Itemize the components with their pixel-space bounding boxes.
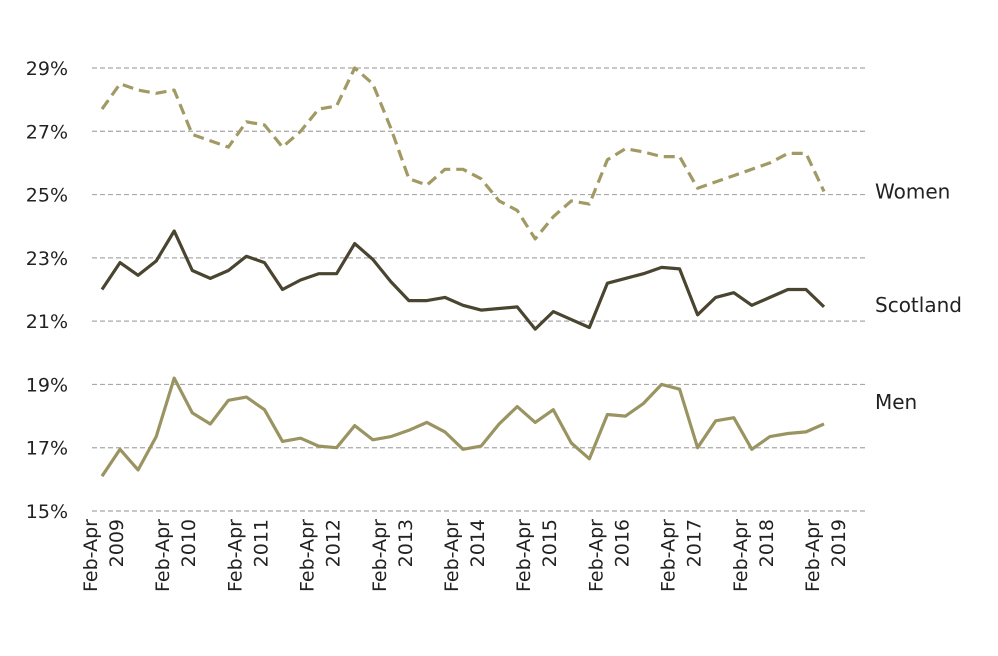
series-line-women xyxy=(100,66,826,241)
y-tick-label: 17% xyxy=(26,438,68,460)
y-tick-label: 19% xyxy=(26,374,68,396)
x-tick-label: Feb-Apr 2017 xyxy=(658,519,706,592)
x-tick-label: Feb-Apr 2013 xyxy=(369,519,417,592)
x-tick-label-period: Feb-Apr xyxy=(152,519,174,592)
series-labels: Women Scotland Men xyxy=(875,179,962,414)
y-tick-label: 25% xyxy=(26,185,68,207)
x-tick-label-year: 2015 xyxy=(539,519,561,567)
x-tick-label: Feb-Apr 2019 xyxy=(802,519,850,592)
y-tick-label: 23% xyxy=(26,248,68,270)
x-tick-label: Feb-Apr 2014 xyxy=(441,519,489,592)
y-tick-label: 27% xyxy=(26,121,68,143)
x-tick-label: Feb-Apr 2009 xyxy=(80,519,128,592)
x-tick-label-period: Feb-Apr xyxy=(802,519,824,592)
x-tick-label-year: 2016 xyxy=(611,519,633,567)
x-tick-label: Feb-Apr 2011 xyxy=(224,519,272,592)
series-label-men: Men xyxy=(875,390,917,414)
series-line-scotland xyxy=(100,229,826,331)
y-tick-label: 21% xyxy=(26,311,68,333)
series-label-scotland: Scotland xyxy=(875,293,962,317)
x-tick-label-period: Feb-Apr xyxy=(297,519,319,592)
x-tick-label: Feb-Apr 2018 xyxy=(730,519,778,592)
x-tick-label-year: 2011 xyxy=(250,519,272,567)
x-tick-label-year: 2010 xyxy=(178,519,200,567)
x-tick-label-year: 2017 xyxy=(684,519,706,567)
x-tick-label-year: 2009 xyxy=(106,519,128,567)
x-tick-label-period: Feb-Apr xyxy=(513,519,535,592)
series-lines xyxy=(100,66,826,478)
y-axis-tick-labels: 15% 17% 19% 21% 23% 25% 27% 29% xyxy=(26,58,68,523)
x-tick-label-period: Feb-Apr xyxy=(80,519,102,592)
x-tick-label-year: 2013 xyxy=(395,519,417,567)
x-tick-label: Feb-Apr 2010 xyxy=(152,519,200,592)
x-tick-label-period: Feb-Apr xyxy=(585,519,607,592)
x-tick-label-period: Feb-Apr xyxy=(658,519,680,592)
x-tick-label: Feb-Apr 2012 xyxy=(297,519,345,592)
x-tick-label-period: Feb-Apr xyxy=(441,519,463,592)
x-tick-label-year: 2014 xyxy=(467,519,489,567)
x-tick-label-year: 2019 xyxy=(828,519,850,567)
series-label-women: Women xyxy=(875,179,950,203)
series-line-men xyxy=(100,376,825,478)
gridlines xyxy=(92,67,866,512)
x-tick-label-period: Feb-Apr xyxy=(369,519,391,592)
y-tick-label: 29% xyxy=(26,58,68,80)
y-tick-label: 15% xyxy=(26,501,68,523)
x-tick-label-period: Feb-Apr xyxy=(224,519,246,592)
x-axis-tick-labels: Feb-Apr 2009 Feb-Apr 2010 Feb-Apr 2011 Feb-Apr… xyxy=(80,519,850,592)
x-tick-label: Feb-Apr 2015 xyxy=(513,519,561,592)
x-tick-label-year: 2018 xyxy=(756,519,778,567)
x-tick-label-period: Feb-Apr xyxy=(730,519,752,592)
x-tick-label-year: 2012 xyxy=(323,519,345,567)
x-tick-label: Feb-Apr 2016 xyxy=(585,519,633,592)
